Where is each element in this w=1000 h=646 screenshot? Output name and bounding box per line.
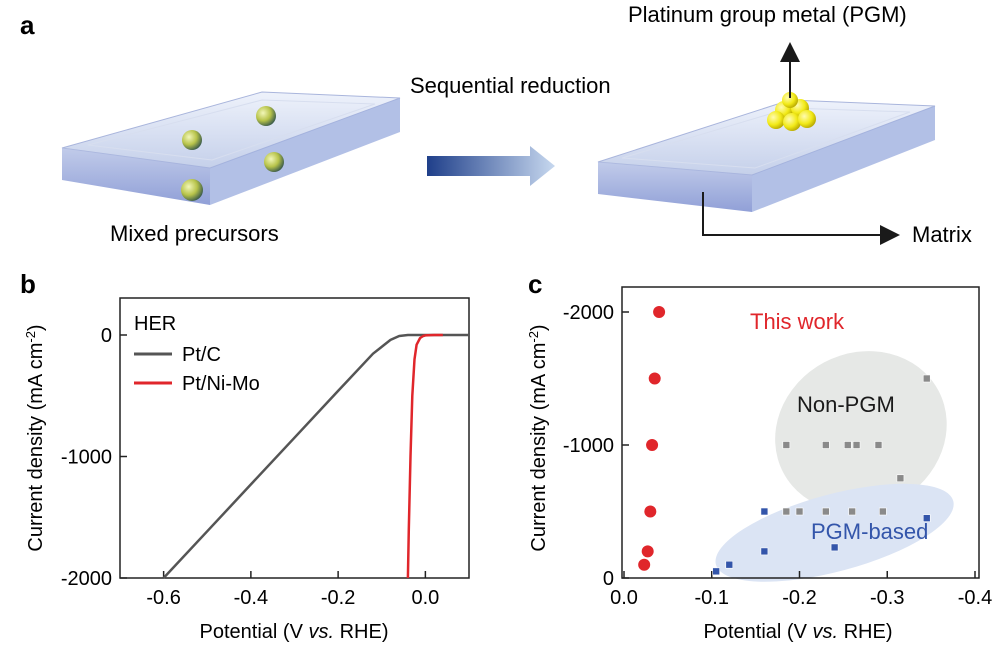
sequential-reduction-label: Sequential reduction [410,73,611,98]
panel-b: b 0 -1000 -2000 -0.6 -0.4 -0.2 0.0 Potential … [20,269,470,643]
point-non-pgm [896,474,905,483]
precursor-particle [264,152,284,172]
y-tick-label: 0 [603,568,614,590]
chart-c-y-axis-label: Current density (mA cm-2) [526,324,551,551]
panel-letter-a: a [20,10,35,40]
matrix-label: Matrix [912,222,972,247]
chart-b-y-axis-label: Current density (mA cm-2) [23,324,48,551]
chart-b-x-axis-label: Potential (V vs. RHE) [200,621,389,643]
x-tick-label: 0.0 [610,587,638,609]
x-tick-label: -0.3 [870,587,904,609]
point-pgm-based [760,507,769,516]
x-tick-label: -0.1 [695,587,729,609]
mixed-precursors-label: Mixed precursors [110,221,279,246]
annotation-pgm-based: PGM-based [811,519,928,544]
point-non-pgm [848,507,856,516]
chart-c-frame [621,286,980,579]
x-tick-label: -0.2 [321,587,355,609]
panel-c: c 0 -1000 -2000 0.0 -0.1 -0.2 -0.3 -0.4 This w… [526,269,993,643]
point-non-pgm [852,441,861,449]
legend-title: HER [134,313,176,335]
annotation-this-work: This work [750,309,845,334]
point-non-pgm [822,507,830,516]
pgm-cluster [767,92,816,131]
point-pgm-based [712,567,720,576]
x-tick-label: -0.4 [234,587,268,609]
point-non-pgm [795,507,804,516]
series-line-pt-c [162,333,469,579]
point-this-work [641,545,654,558]
point-non-pgm [874,441,883,449]
precursor-particle [182,130,202,150]
chart-c-x-axis-label: Potential (V vs. RHE) [704,621,893,643]
point-non-pgm [782,441,791,449]
legend-label-pt-nimo: Pt/Ni-Mo [182,373,260,395]
precursor-particle [181,179,203,201]
chart-c-x-ticks: 0.0 -0.1 -0.2 -0.3 -0.4 [610,571,992,609]
y-tick-label: -1000 [61,447,112,469]
panel-a: a Mixed precursors Sequential reduction [20,2,972,247]
y-tick-label: -2000 [563,302,614,324]
y-tick-label: -1000 [563,435,614,457]
panel-letter-b: b [20,269,36,299]
point-non-pgm [843,441,852,449]
point-non-pgm [879,507,887,516]
y-tick-label: -2000 [61,568,112,590]
chart-b-x-ticks: -0.6 -0.4 -0.2 0.0 [146,571,439,609]
x-tick-label: -0.4 [958,587,992,609]
chart-c-series [638,306,931,576]
panel-letter-c: c [528,269,542,299]
point-pgm-based [922,514,931,522]
chart-b-frame [119,297,470,579]
point-this-work [644,505,657,518]
point-pgm-based [830,543,839,552]
point-non-pgm [822,441,830,449]
point-non-pgm [782,507,791,516]
point-this-work [653,306,666,318]
chart-c-regions [715,351,954,582]
chart-b-series [162,333,469,579]
pgm-based-region [715,483,954,582]
non-pgm-region [775,351,947,513]
legend-label-ptc: Pt/C [182,344,221,366]
precursor-slab [61,91,401,205]
matrix-arrow [702,192,900,245]
point-pgm-based [760,547,769,556]
point-this-work [648,372,661,385]
pgm-label: Platinum group metal (PGM) [628,2,907,27]
chart-b-legend: HER Pt/C Pt/Ni-Mo [134,313,260,395]
x-tick-label: -0.6 [146,587,180,609]
x-tick-label: 0.0 [411,587,439,609]
point-this-work [646,439,659,451]
annotation-non-pgm: Non-PGM [797,392,895,417]
series-line-pt-ni-mo [406,333,443,579]
point-non-pgm [922,374,931,383]
sequential-reduction-arrow [427,146,555,186]
matrix-slab [597,92,936,212]
point-pgm-based [725,560,734,569]
point-this-work [638,558,651,571]
x-tick-label: -0.2 [782,587,816,609]
chart-b-y-ticks: 0 -1000 -2000 [61,325,127,590]
precursor-particle [256,106,276,126]
y-tick-label: 0 [101,325,112,347]
chart-c-y-ticks: 0 -1000 -2000 [563,302,629,590]
